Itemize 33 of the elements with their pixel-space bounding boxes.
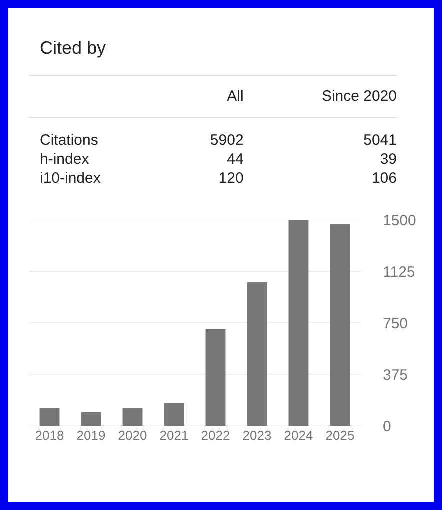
bar [206,329,226,426]
bar [247,282,268,426]
bar [330,224,350,426]
x-tick-label: 2018 [35,428,64,443]
bar [164,403,184,426]
x-tick-label: 2024 [284,428,314,443]
category-label: i10-index [39,169,102,188]
data-label: 5902 [209,131,244,150]
data-label: 44 [226,150,244,169]
category-label: Citations [39,131,100,150]
y-tick-label: 0 [383,418,392,436]
x-tick-label: 2023 [242,428,272,443]
data-label: 106 [370,169,397,188]
x-tick-label: 2020 [118,428,148,443]
y-tick-label: 375 [383,366,408,384]
text: Cited by [40,38,108,59]
bar [81,412,102,426]
data-label: 120 [218,169,244,188]
category-label: h-index [39,150,90,169]
data-label: 39 [379,150,397,169]
y-tick-label: 1125 [383,264,416,281]
y-tick-label: 750 [383,315,408,332]
x-tick-label: 2019 [76,428,106,443]
text: Since 2020 [244,76,397,118]
y-tick-label: 1500 [383,212,416,230]
bar [40,408,60,426]
x-tick-label: 2021 [160,428,189,443]
bar [122,408,143,426]
bar [288,220,309,426]
data-label: 5041 [362,131,397,150]
x-tick-label: 2025 [326,428,355,443]
text: All [176,76,244,118]
x-tick-label: 2022 [201,428,230,443]
